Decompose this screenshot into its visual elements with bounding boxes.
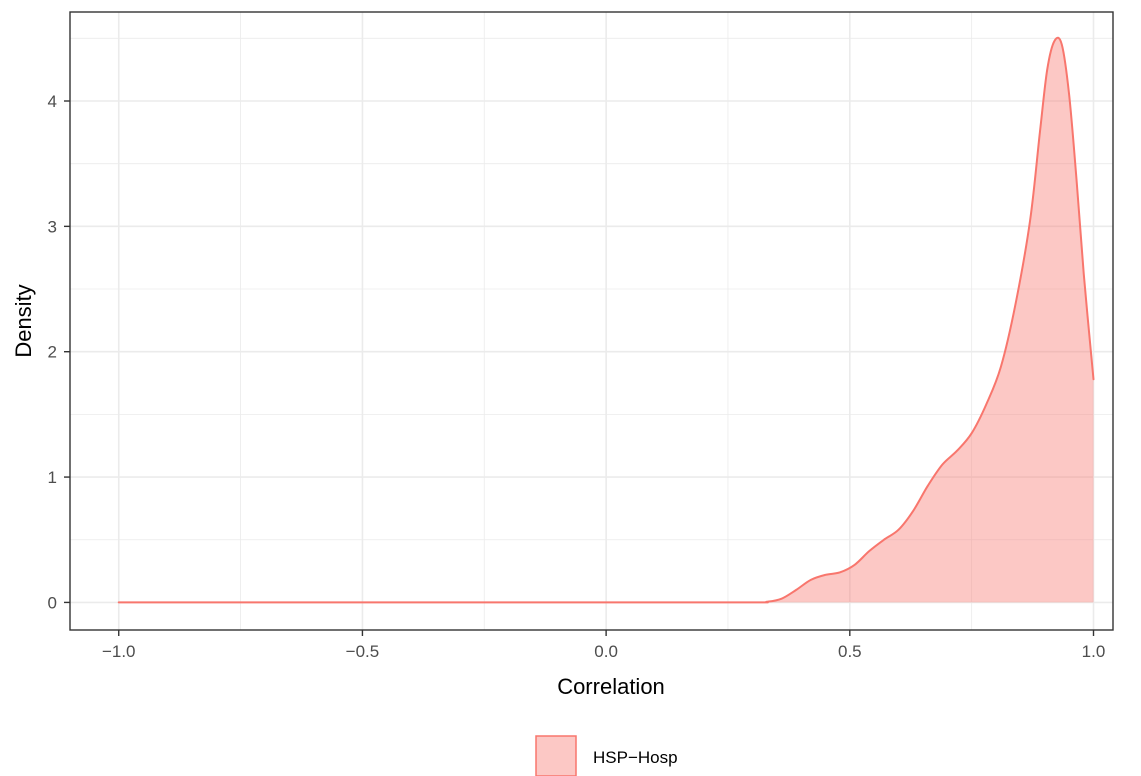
legend-label: HSP−Hosp <box>593 748 678 767</box>
y-axis: 0 1 2 3 4 <box>48 92 70 612</box>
legend: HSP−Hosp <box>535 735 678 776</box>
legend-key <box>535 735 577 776</box>
y-tick-label: 4 <box>48 92 57 111</box>
x-tick-label: 1.0 <box>1082 642 1106 661</box>
series-layer <box>117 36 1095 604</box>
y-tick-label: 1 <box>48 468 57 487</box>
density-line-0 <box>117 36 1095 604</box>
y-tick-label: 3 <box>48 217 57 236</box>
grid-minor <box>70 12 1113 630</box>
x-tick-label: 0.5 <box>838 642 862 661</box>
y-axis-title: Density <box>11 284 36 357</box>
x-tick-label: 0.0 <box>594 642 618 661</box>
x-tick-label: −0.5 <box>346 642 380 661</box>
y-tick-label: 2 <box>48 343 57 362</box>
density-area-0 <box>118 37 1094 603</box>
y-tick-label: 0 <box>48 593 57 612</box>
plot-border <box>69 11 1114 631</box>
plot-background <box>70 12 1113 630</box>
x-tick-label: −1.0 <box>102 642 136 661</box>
x-axis: −1.0 −0.5 0.0 0.5 1.0 <box>102 630 1105 661</box>
x-axis-title: Correlation <box>557 674 665 699</box>
